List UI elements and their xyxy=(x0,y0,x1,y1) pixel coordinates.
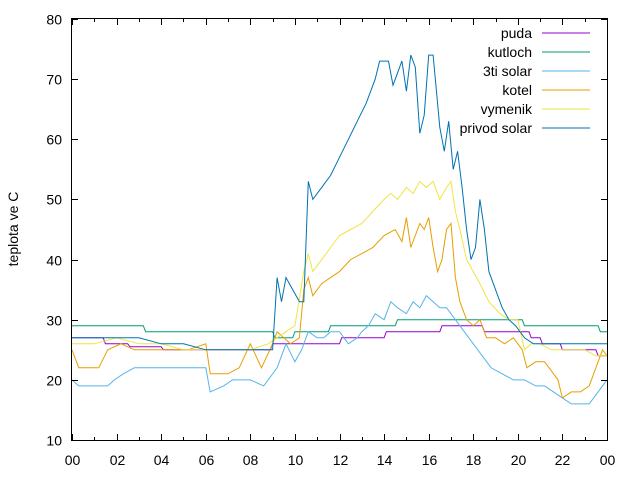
legend-label: puda xyxy=(501,25,532,41)
y-tick-label: 40 xyxy=(46,253,62,269)
legend: puda kutloch 3ti solar kotel vymenik privod s… xyxy=(460,25,590,136)
legend-label: 3ti solar xyxy=(483,63,532,79)
series-line-puda xyxy=(72,325,607,357)
series-line-privod-solar xyxy=(72,54,607,351)
x-tick-label: 00 xyxy=(600,452,616,468)
plot-area xyxy=(71,54,608,405)
x-tick-label: 12 xyxy=(333,452,349,468)
x-tick-label: 10 xyxy=(288,452,304,468)
x-tick-label: 00 xyxy=(65,452,81,468)
x-tick-label: 20 xyxy=(511,452,527,468)
legend-label: kutloch xyxy=(488,44,532,60)
plot-frame xyxy=(71,18,608,441)
legend-label: privod solar xyxy=(460,120,533,136)
y-axis-label: teplota ve C xyxy=(5,192,21,267)
series-line-kutloch xyxy=(72,319,607,339)
x-tick-label: 06 xyxy=(199,452,215,468)
axis-ticks xyxy=(72,19,608,441)
series-line-vymenik xyxy=(72,180,607,357)
legend-label: kotel xyxy=(502,82,532,98)
x-tick-label: 08 xyxy=(243,452,259,468)
y-tick-label: 20 xyxy=(46,373,62,389)
x-tick-label: 04 xyxy=(154,452,170,468)
series-line-kotel xyxy=(71,217,608,399)
legend-label: vymenik xyxy=(481,101,533,117)
y-tick-label: 60 xyxy=(46,132,62,148)
axis-tick-labels: 00 02 04 06 08 10 12 14 16 18 20 22 0010203040506070… xyxy=(46,12,615,469)
y-tick-label: 70 xyxy=(46,72,62,88)
y-tick-label: 50 xyxy=(46,192,62,208)
y-tick-label: 80 xyxy=(46,12,62,28)
y-tick-label: 10 xyxy=(46,433,62,449)
x-tick-label: 18 xyxy=(466,452,482,468)
series-line-3ti-solar xyxy=(71,294,608,405)
x-tick-label: 16 xyxy=(422,452,438,468)
x-tick-label: 02 xyxy=(110,452,126,468)
x-tick-label: 14 xyxy=(377,452,393,468)
y-tick-label: 30 xyxy=(46,313,62,329)
x-tick-label: 22 xyxy=(555,452,571,468)
